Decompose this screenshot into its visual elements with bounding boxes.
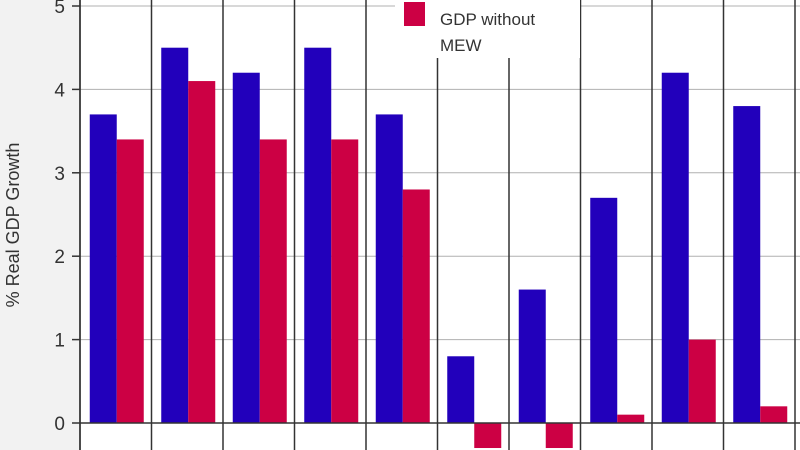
bar-series-1-group-10 bbox=[733, 106, 761, 423]
y-tick-label-0: 0 bbox=[54, 414, 65, 435]
y-tick-label-5: 5 bbox=[54, 0, 65, 18]
bars bbox=[80, 47, 800, 449]
bar-series-1-group-1 bbox=[89, 114, 117, 424]
bar-series-1-group-4 bbox=[304, 47, 332, 423]
bar-series-1-group-8 bbox=[590, 197, 618, 423]
bar-series-2-group-10 bbox=[760, 406, 788, 423]
bar-series-1-group-5 bbox=[375, 114, 403, 424]
y-tick-label-3: 3 bbox=[54, 164, 65, 185]
bar-series-2-group-8 bbox=[617, 414, 645, 423]
bar-series-2-group-3 bbox=[259, 139, 287, 423]
bar-series-1-group-9 bbox=[661, 72, 689, 423]
bar-series-2-group-6 bbox=[474, 423, 502, 449]
bar-series-2-group-7 bbox=[545, 423, 573, 449]
y-axis: 0 1 2 3 4 5 bbox=[54, 0, 81, 450]
y-axis-title: % Real GDP Growth bbox=[3, 143, 23, 308]
legend: GDP without MEW bbox=[395, 0, 580, 58]
legend-label-line-2: MEW bbox=[440, 36, 482, 55]
bar-series-2-group-5 bbox=[402, 189, 430, 423]
legend-swatch-gdp-without-mew bbox=[404, 2, 425, 26]
bar-series-1-group-6 bbox=[447, 356, 475, 423]
bar-series-2-group-1 bbox=[116, 139, 144, 423]
bar-series-2-group-2 bbox=[188, 81, 216, 423]
y-tick-label-4: 4 bbox=[54, 80, 65, 101]
bar-series-1-group-3 bbox=[232, 72, 260, 423]
bar-series-1-group-2 bbox=[161, 47, 189, 423]
bar-series-2-group-4 bbox=[331, 139, 359, 423]
bar-series-1-group-7 bbox=[518, 289, 546, 423]
y-tick-label-2: 2 bbox=[54, 247, 65, 268]
legend-label-line-1: GDP without bbox=[440, 10, 535, 29]
y-tick-label-1: 1 bbox=[54, 331, 65, 352]
bar-series-2-group-9 bbox=[688, 339, 716, 423]
legend-background bbox=[395, 0, 580, 58]
